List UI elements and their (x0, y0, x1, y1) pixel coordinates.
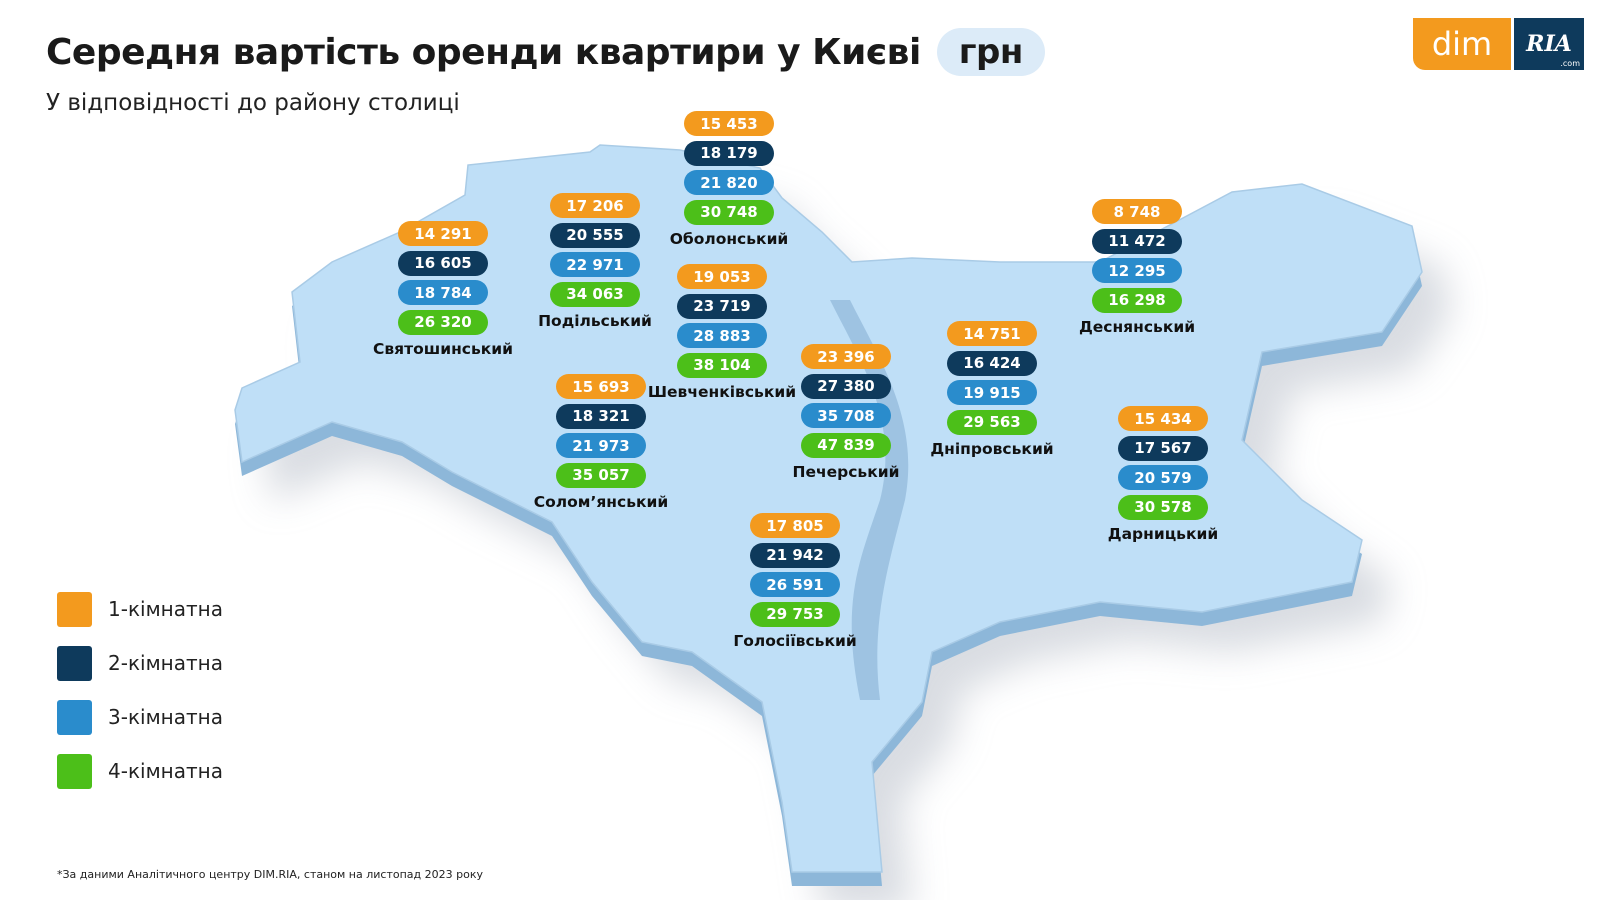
price-pill-1-room: 14 291 (398, 221, 488, 246)
district-name: Подільський (538, 312, 652, 330)
district-name: Голосіївський (733, 632, 857, 650)
legend-label: 1-кімнатна (108, 597, 223, 621)
district-3: 19 053 23 719 28 883 38 104 Шевченківський (648, 264, 796, 401)
legend-swatch (57, 591, 92, 627)
price-pill-1-room: 15 693 (556, 374, 646, 399)
district-2: 14 291 16 605 18 784 26 320 Святошинський (373, 221, 513, 358)
legend-swatch (57, 645, 92, 681)
price-pill-3-room: 28 883 (677, 323, 767, 348)
district-name: Оболонський (669, 230, 789, 248)
price-pill-4-room: 47 839 (801, 432, 891, 458)
price-pill-2-room: 20 555 (550, 222, 640, 248)
district-7: 8 748 11 472 12 295 16 298 Деснянський (1079, 199, 1195, 336)
title-text: Середня вартість оренди квартири у Києві (46, 31, 921, 73)
district-6: 14 751 16 424 19 915 29 563 Дніпровський (930, 321, 1054, 458)
district-name: Шевченківський (647, 383, 797, 401)
price-pill-2-room: 16 424 (947, 350, 1037, 376)
price-pill-3-room: 35 708 (801, 403, 891, 428)
dim-ria-logo: dim RIA .com (1413, 18, 1584, 70)
price-pill-1-room: 15 453 (684, 111, 774, 136)
price-pill-2-room: 27 380 (801, 373, 891, 399)
price-pill-2-room: 21 942 (750, 542, 840, 568)
price-pill-4-room: 30 748 (684, 199, 774, 225)
district-name: Печерський (792, 463, 900, 481)
footnote: *За даними Аналітичного центру DIM.RIA, … (57, 868, 483, 881)
price-pill-4-room: 38 104 (677, 352, 767, 378)
district-name: Дніпровський (930, 440, 1054, 458)
subtitle: У відповідності до району столиці (46, 90, 460, 116)
price-pill-1-room: 23 396 (801, 344, 891, 369)
district-0: 15 453 18 179 21 820 30 748 Оболонський (670, 111, 788, 248)
price-pill-4-room: 35 057 (556, 462, 646, 488)
legend-swatch (57, 753, 92, 789)
price-pill-2-room: 11 472 (1092, 228, 1182, 254)
price-pill-4-room: 34 063 (550, 281, 640, 307)
price-pill-3-room: 18 784 (398, 280, 488, 305)
price-pill-4-room: 16 298 (1092, 287, 1182, 313)
legend-item: 1-кімнатна (57, 582, 223, 636)
district-name: Деснянський (1078, 318, 1196, 336)
price-pill-3-room: 21 973 (556, 433, 646, 458)
price-pill-3-room: 21 820 (684, 170, 774, 195)
legend-item: 4-кімнатна (57, 744, 223, 798)
price-pill-1-room: 14 751 (947, 321, 1037, 346)
price-pill-2-room: 17 567 (1118, 435, 1208, 461)
dnipro-river (830, 300, 909, 700)
district-4: 23 396 27 380 35 708 47 839 Печерський (793, 344, 899, 481)
price-pill-2-room: 23 719 (677, 293, 767, 319)
district-name: Святошинський (372, 340, 514, 358)
legend-item: 3-кімнатна (57, 690, 223, 744)
legend-label: 3-кімнатна (108, 705, 223, 729)
district-9: 17 805 21 942 26 591 29 753 Голосіївський (733, 513, 857, 650)
legend-label: 2-кімнатна (108, 651, 223, 675)
price-pill-2-room: 18 321 (556, 403, 646, 429)
price-pill-4-room: 26 320 (398, 309, 488, 335)
price-pill-1-room: 17 805 (750, 513, 840, 538)
price-pill-3-room: 20 579 (1118, 465, 1208, 490)
price-pill-4-room: 30 578 (1118, 494, 1208, 520)
logo-dim: dim (1413, 18, 1511, 70)
price-pill-3-room: 22 971 (550, 252, 640, 277)
district-5: 15 693 18 321 21 973 35 057 Солом’янський (534, 374, 668, 511)
price-pill-1-room: 17 206 (550, 193, 640, 218)
legend-swatch (57, 699, 92, 735)
price-pill-1-room: 15 434 (1118, 406, 1208, 431)
price-pill-2-room: 18 179 (684, 140, 774, 166)
price-pill-3-room: 12 295 (1092, 258, 1182, 283)
price-pill-3-room: 19 915 (947, 380, 1037, 405)
district-8: 15 434 17 567 20 579 30 578 Дарницький (1108, 406, 1218, 543)
legend-label: 4-кімнатна (108, 759, 223, 783)
currency-badge: грн (936, 28, 1045, 76)
price-pill-1-room: 8 748 (1092, 199, 1182, 224)
district-name: Солом’янський (533, 493, 669, 511)
price-pill-4-room: 29 563 (947, 409, 1037, 435)
legend-item: 2-кімнатна (57, 636, 223, 690)
price-pill-2-room: 16 605 (398, 250, 488, 276)
price-pill-3-room: 26 591 (750, 572, 840, 597)
price-pill-1-room: 19 053 (677, 264, 767, 289)
page-title: Середня вартість оренди квартири у Києві… (46, 28, 1045, 76)
price-pill-4-room: 29 753 (750, 601, 840, 627)
legend: 1-кімнатна 2-кімнатна 3-кімнатна 4-кімнатна (57, 582, 223, 798)
map-surface (234, 144, 1423, 873)
district-1: 17 206 20 555 22 971 34 063 Подільський (538, 193, 652, 330)
logo-ria: RIA .com (1514, 18, 1584, 70)
district-name: Дарницький (1107, 525, 1219, 543)
